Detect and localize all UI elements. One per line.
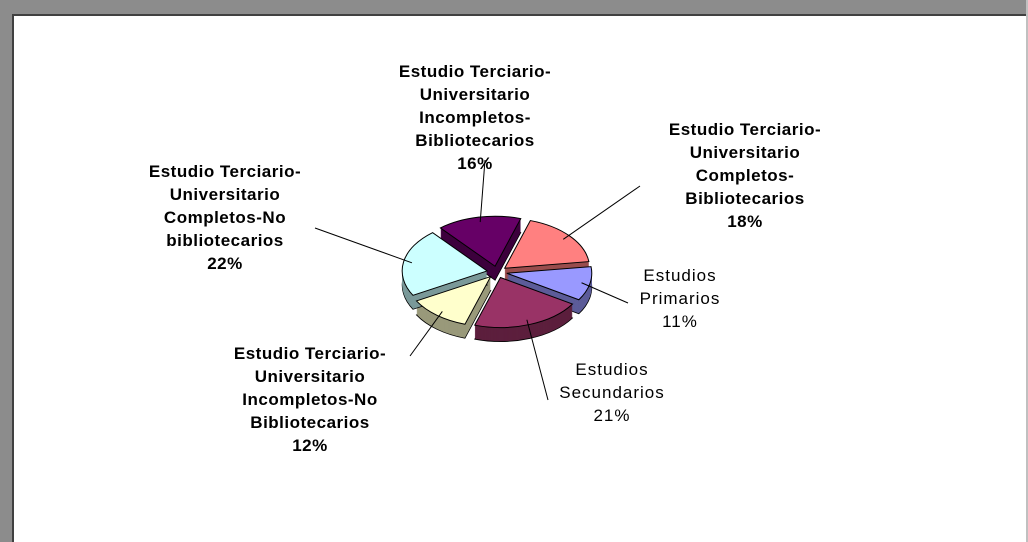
category-label: Estudio Terciario- Universitario Complet…	[668, 120, 822, 208]
slice-label: Estudio Terciario- Universitario Incompl…	[399, 60, 551, 175]
slice-label: Estudios Secundarios 21%	[559, 358, 665, 427]
leader-line	[562, 185, 641, 240]
value-label: 18%	[727, 212, 763, 231]
pie-slice	[415, 275, 492, 325]
value-label: 11%	[662, 312, 698, 331]
category-label: Estudios Secundarios	[559, 360, 665, 402]
value-label: 22%	[207, 254, 243, 273]
slice-label: Estudio Terciario- Universitario Incompl…	[234, 342, 386, 457]
category-label: Estudios Primarios	[639, 266, 721, 308]
value-label: 12%	[292, 436, 328, 455]
frame-border	[12, 14, 14, 542]
leader-line	[581, 282, 629, 304]
frame-border	[0, 0, 1028, 14]
frame-border	[12, 14, 1028, 16]
category-label: Estudio Terciario- Universitario Incompl…	[398, 62, 552, 150]
pie-slice	[439, 215, 522, 267]
category-label: Estudio Terciario- Universitario Complet…	[148, 162, 302, 250]
leader-line	[479, 159, 486, 223]
value-label: 16%	[457, 154, 493, 173]
pie-slice	[503, 220, 590, 269]
pie-slice	[506, 266, 593, 301]
leader-line	[314, 227, 413, 264]
value-label: 21%	[593, 406, 631, 425]
category-label: Estudio Terciario- Universitario Incompl…	[233, 344, 387, 432]
frame-border	[1026, 0, 1028, 542]
leader-line	[409, 311, 443, 357]
slice-label: Estudios Primarios 11%	[640, 264, 721, 333]
slice-label: Estudio Terciario- Universitario Complet…	[149, 160, 301, 275]
slice-label: Estudio Terciario- Universitario Complet…	[669, 118, 821, 233]
pie-slice	[473, 276, 574, 328]
pie-slice	[401, 232, 489, 296]
frame-border	[0, 0, 12, 542]
leader-line	[526, 319, 549, 401]
